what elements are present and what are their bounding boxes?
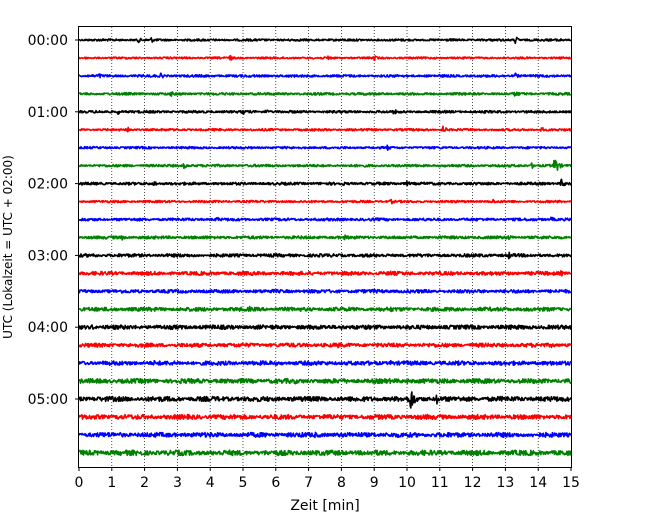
x-tick-label: 2 xyxy=(140,475,149,491)
trace-0530 xyxy=(78,431,572,439)
trace-0415 xyxy=(78,342,572,349)
x-tick-label: 11 xyxy=(431,475,449,491)
trace-0330 xyxy=(78,288,572,294)
x-tick-label: 12 xyxy=(464,475,482,491)
trace-0500 xyxy=(78,391,572,409)
y-axis-ticks: 00:00 01:00 02:00 03:00 04:00 05:00 xyxy=(28,33,79,408)
trace-0515 xyxy=(78,413,572,421)
x-tick-label: 3 xyxy=(173,475,182,491)
trace-0445 xyxy=(78,377,572,385)
trace-0345 xyxy=(78,305,572,313)
trace-0400 xyxy=(78,324,572,331)
plot-frame xyxy=(78,26,572,468)
trace-0000 xyxy=(78,36,572,45)
x-tick-label: 0 xyxy=(75,475,84,491)
trace-0045 xyxy=(78,91,572,97)
trace-0015 xyxy=(78,54,572,62)
x-tick-label: 9 xyxy=(370,475,379,491)
trace-0030 xyxy=(78,72,572,79)
x-tick-label: 6 xyxy=(271,475,280,491)
grid-lines xyxy=(111,27,539,467)
y-tick-label: 03:00 xyxy=(28,248,68,264)
y-tick-label: 00:00 xyxy=(28,33,68,49)
x-tick-label: 10 xyxy=(398,475,416,491)
x-tick-label: 5 xyxy=(239,475,248,491)
trace-0230 xyxy=(78,216,572,222)
x-tick-label: 1 xyxy=(107,475,116,491)
trace-0430 xyxy=(78,359,572,367)
trace-0200 xyxy=(78,178,572,187)
seismic-traces xyxy=(78,36,572,457)
x-axis-label: Zeit [min] xyxy=(290,498,359,514)
trace-0300 xyxy=(78,251,572,260)
trace-0545 xyxy=(78,449,572,457)
x-tick-label: 14 xyxy=(529,475,547,491)
y-tick-label: 05:00 xyxy=(28,392,68,408)
x-tick-label: 8 xyxy=(337,475,346,491)
x-tick-label: 4 xyxy=(206,475,215,491)
trace-0215 xyxy=(78,198,572,205)
trace-0315 xyxy=(78,270,572,277)
x-tick-label: 7 xyxy=(304,475,313,491)
trace-0130 xyxy=(78,144,572,152)
x-tick-label: 13 xyxy=(496,475,514,491)
trace-0115 xyxy=(78,125,572,133)
x-axis-ticks: 0 1 2 3 4 5 6 7 8 9 10 11 12 13 14 15 xyxy=(75,467,580,491)
trace-0100 xyxy=(78,109,572,115)
y-axis-label: UTC (Lokalzeit = UTC + 02:00) xyxy=(1,155,15,339)
y-tick-label: 02:00 xyxy=(28,177,68,193)
trace-0245 xyxy=(78,234,572,241)
y-tick-label: 01:00 xyxy=(28,105,68,121)
y-tick-label: 04:00 xyxy=(28,320,68,336)
x-tick-label: 15 xyxy=(562,475,580,491)
trace-0145 xyxy=(78,159,572,172)
